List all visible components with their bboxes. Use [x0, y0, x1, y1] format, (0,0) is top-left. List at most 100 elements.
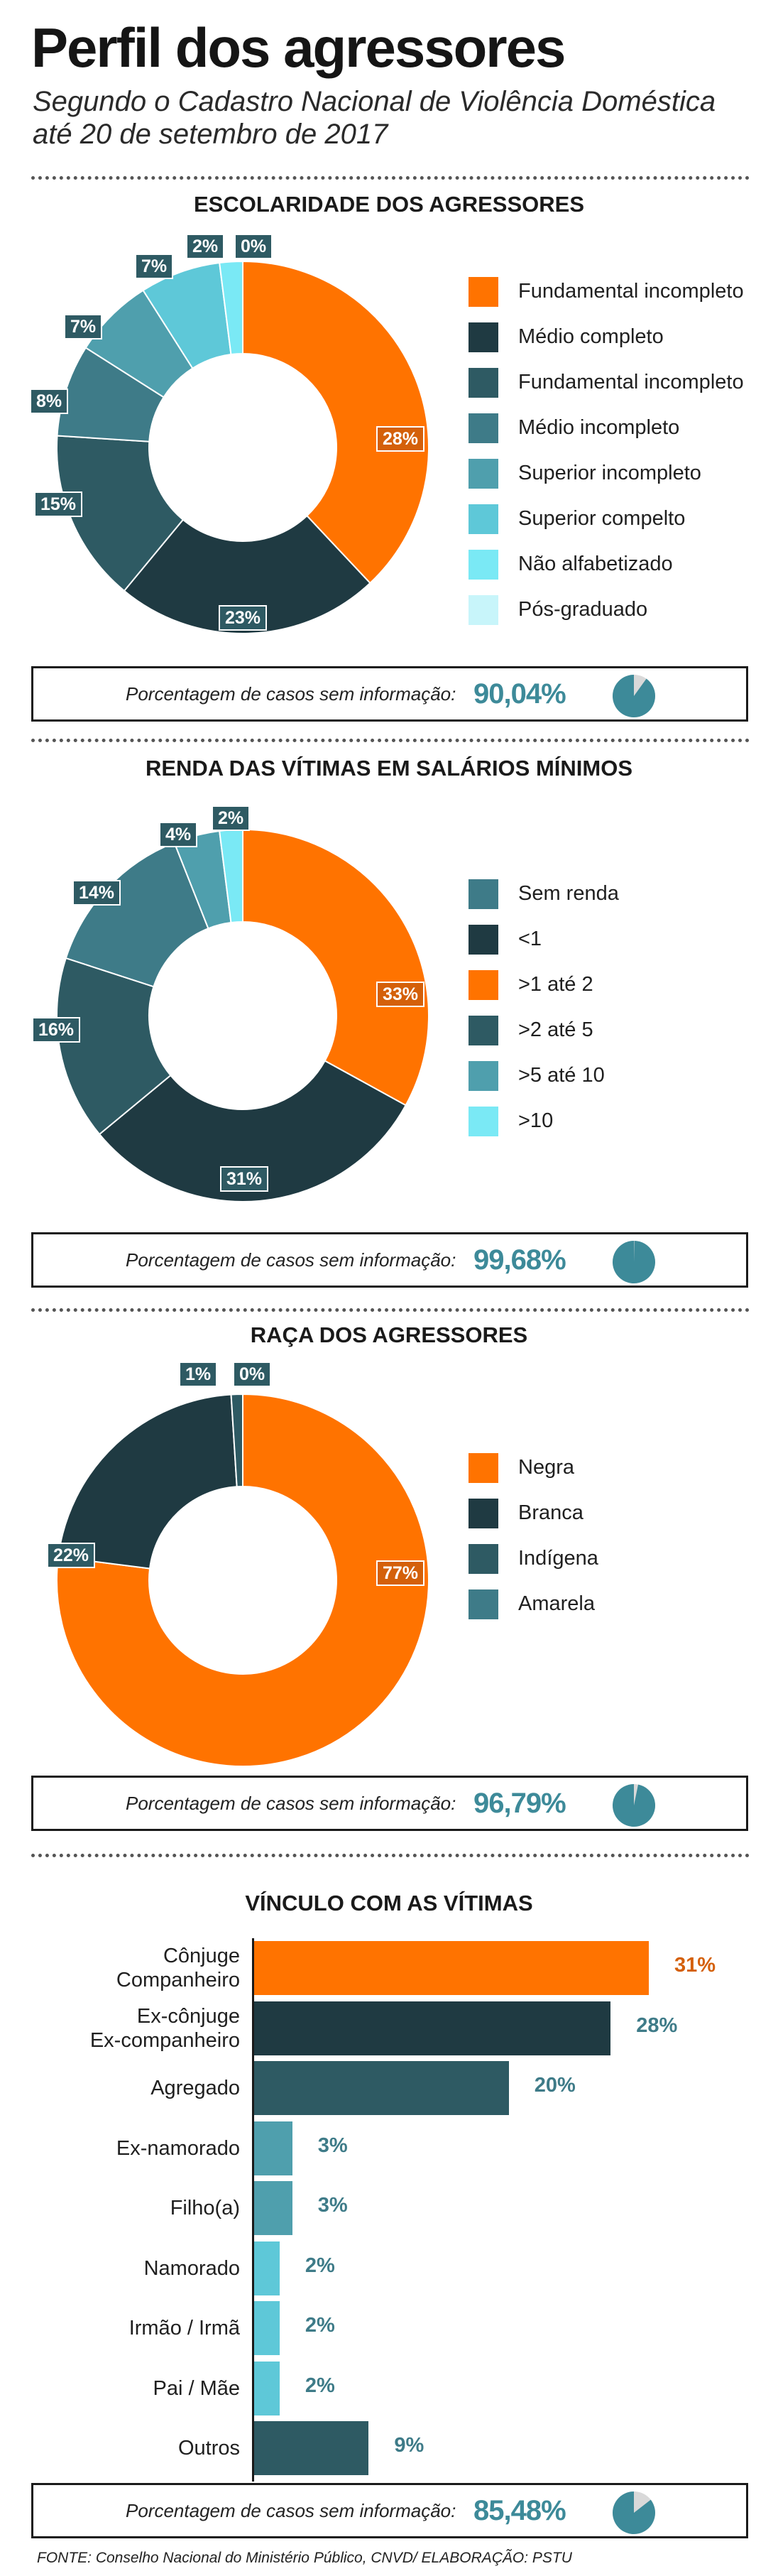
bar-value-label: 9%: [394, 2434, 424, 2457]
slice-label: 77%: [376, 1560, 425, 1586]
info-pie-icon: [613, 1784, 655, 1827]
divider: [31, 176, 750, 180]
bar-value-label: 20%: [534, 2074, 576, 2097]
bar-value-label: 2%: [305, 2314, 335, 2337]
slice-label: 28%: [376, 426, 425, 452]
bar-category-label: Cônjuge Companheiro: [116, 1945, 240, 1991]
info-pie-icon: [613, 1241, 655, 1283]
slice-label: 7%: [64, 314, 103, 339]
legend-label: Branca: [518, 1501, 584, 1524]
bar: [254, 2061, 509, 2115]
section-title-raca: RAÇA DOS AGRESSORES: [250, 1322, 528, 1347]
slice-label: 4%: [159, 822, 198, 847]
slice-6: [219, 260, 243, 356]
slice-label: 15%: [34, 491, 83, 517]
legend-label: Amarela: [518, 1592, 595, 1615]
legend-label: Não alfabetizado: [518, 553, 673, 575]
page-title: Perfil dos agressores: [31, 16, 566, 79]
section-title-renda: RENDA DAS VÍTIMAS EM SALÁRIOS MÍNIMOS: [145, 756, 633, 781]
slice-0: [242, 260, 429, 585]
slice-0: [242, 828, 429, 1107]
legend-swatch: [469, 925, 498, 955]
bar: [254, 2421, 369, 2475]
legend-label: <1: [518, 928, 542, 950]
donut-chart-renda: [56, 828, 429, 1202]
divider: [31, 1308, 750, 1312]
legend-label: Sem renda: [518, 882, 619, 905]
info-value: 96,79%: [473, 1788, 566, 1819]
bar-category-label: Filho(a): [170, 2197, 240, 2219]
slice-label: 8%: [30, 388, 69, 414]
bar-value-label: 31%: [674, 1954, 716, 1977]
legend-label: Superior compelto: [518, 507, 686, 530]
info-pie-icon: [613, 2491, 655, 2534]
legend-swatch: [469, 1589, 498, 1619]
info-label: Porcentagem de casos sem informação:: [126, 2500, 456, 2521]
slice-label: 33%: [376, 982, 425, 1007]
slice-label: 14%: [72, 880, 121, 906]
legend-label: Médio incompleto: [518, 416, 680, 439]
legend-swatch: [469, 970, 498, 1000]
section-title-escolaridade: ESCOLARIDADE DOS AGRESSORES: [193, 192, 585, 217]
slice-label: 22%: [47, 1543, 96, 1568]
legend-label: >5 até 10: [518, 1064, 605, 1087]
donut-chart-raca: [56, 1393, 429, 1767]
bar-value-label: 3%: [317, 2134, 348, 2157]
info-label: Porcentagem de casos sem informação:: [126, 1793, 456, 1814]
legend-label: >1 até 2: [518, 973, 593, 996]
legend-swatch: [469, 413, 498, 443]
bar-category-label: Pai / Mãe: [153, 2376, 241, 2400]
bar: [254, 2361, 280, 2415]
slice-label: 7%: [135, 254, 174, 279]
bar-category-label: Ex-namorado: [116, 2136, 240, 2160]
info-pie-icon: [613, 675, 655, 717]
divider: [31, 1854, 750, 1857]
slice-label: 31%: [220, 1166, 269, 1192]
info-value: 85,48%: [473, 2495, 566, 2526]
legend-swatch: [469, 322, 498, 352]
legend-swatch: [469, 1016, 498, 1045]
slice-2: [56, 435, 185, 592]
legend-label: Fundamental incompleto: [518, 371, 744, 393]
bar-value-label: 2%: [305, 2254, 335, 2277]
bar-category-label: Ex-cônjuge Ex-companheiro: [89, 2004, 240, 2052]
slice-label: 23%: [219, 605, 268, 631]
info-label: Porcentagem de casos sem informação:: [126, 1249, 456, 1271]
bar: [254, 1941, 649, 1995]
legend-label: Pós-graduado: [518, 598, 648, 621]
legend-swatch: [469, 504, 498, 534]
slice-label: 1%: [179, 1362, 218, 1387]
bar-value-label: 3%: [317, 2194, 348, 2217]
donut-chart-escolaridade: [56, 260, 429, 634]
slice-2: [56, 957, 172, 1136]
legend-swatch: [469, 1544, 498, 1574]
legend-swatch: [469, 1499, 498, 1528]
info-label: Porcentagem de casos sem informação:: [126, 683, 456, 705]
legend-swatch: [469, 879, 498, 909]
slice-label: 2%: [212, 805, 251, 831]
section-title-vinculo: VÍNCULO COM AS VÍTIMAS: [245, 1891, 533, 1915]
legend-swatch: [469, 368, 498, 398]
bar-category-label: Outros: [177, 2437, 240, 2460]
bar: [254, 2181, 292, 2235]
legend-swatch: [469, 459, 498, 489]
slice-label: 0%: [233, 1362, 272, 1387]
legend-swatch: [469, 550, 498, 580]
slice-1: [123, 514, 371, 634]
legend-label: >10: [518, 1109, 554, 1132]
slice-label: 0%: [234, 234, 273, 259]
info-value: 90,04%: [473, 678, 566, 710]
info-value: 99,68%: [473, 1244, 566, 1276]
legend-swatch: [469, 1061, 498, 1091]
slice-label: 16%: [32, 1017, 81, 1043]
bar-category-label: Namorado: [143, 2256, 240, 2280]
bar: [254, 2121, 292, 2175]
slice-0: [56, 1393, 429, 1767]
bar: [254, 2001, 611, 2055]
info-box-vinculo: Porcentagem de casos sem informação: 85,4…: [31, 2483, 748, 2538]
source-footer: FONTE: Conselho Nacional do Ministério P…: [37, 2550, 572, 2566]
slice-1: [98, 1060, 407, 1202]
slice-label: 2%: [186, 234, 225, 259]
legend-label: Médio completo: [518, 325, 664, 348]
